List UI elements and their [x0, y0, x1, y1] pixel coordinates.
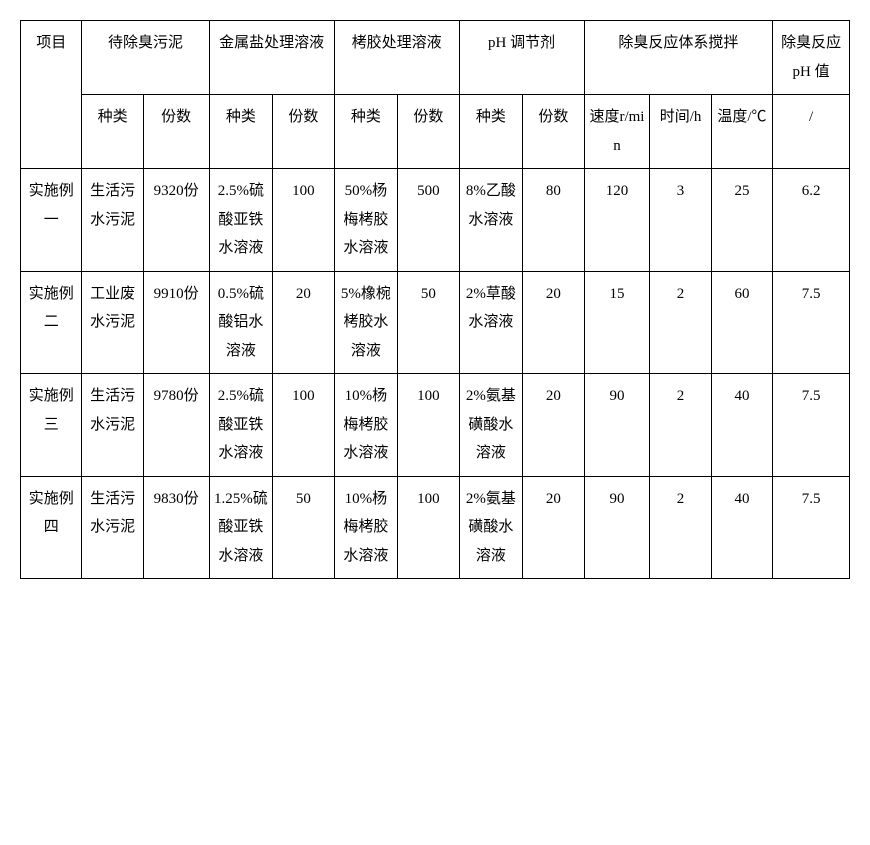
- sludge-parts: 9320份: [143, 169, 209, 272]
- time: 3: [650, 169, 711, 272]
- sludge-parts: 9910份: [143, 271, 209, 374]
- table-row: 实施例四生活污水污泥9830份1.25%硫酸亚铁水溶液5010%杨梅栲胶水溶液1…: [21, 476, 850, 579]
- ph-parts: 20: [523, 374, 584, 477]
- data-table: 项目 待除臭污泥 金属盐处理溶液 栲胶处理溶液 pH 调节剂 除臭反应体系搅拌 …: [20, 20, 850, 579]
- time: 2: [650, 476, 711, 579]
- ph-type: 8%乙酸水溶液: [459, 169, 523, 272]
- subheader-ph-parts: 份数: [523, 95, 584, 169]
- sludge-type: 生活污水污泥: [82, 374, 143, 477]
- subheader-sludge-parts: 份数: [143, 95, 209, 169]
- tannin-parts: 500: [398, 169, 459, 272]
- header-sludge: 待除臭污泥: [82, 21, 209, 95]
- sludge-type: 生活污水污泥: [82, 476, 143, 579]
- header-phreg: pH 调节剂: [459, 21, 584, 95]
- time: 2: [650, 271, 711, 374]
- metal-parts: 100: [273, 374, 334, 477]
- metal-parts: 50: [273, 476, 334, 579]
- subheader-phval-slash: /: [773, 95, 850, 169]
- header-metal: 金属盐处理溶液: [209, 21, 334, 95]
- speed: 90: [584, 476, 650, 579]
- speed: 90: [584, 374, 650, 477]
- temp: 40: [711, 476, 772, 579]
- subheader-metal-type: 种类: [209, 95, 273, 169]
- header-tannin: 栲胶处理溶液: [334, 21, 459, 95]
- subheader-tannin-parts: 份数: [398, 95, 459, 169]
- tannin-type: 5%橡椀栲胶水溶液: [334, 271, 398, 374]
- header-phval: 除臭反应 pH 值: [773, 21, 850, 95]
- row-name: 实施例四: [21, 476, 82, 579]
- row-name: 实施例一: [21, 169, 82, 272]
- subheader-metal-parts: 份数: [273, 95, 334, 169]
- subheader-tannin-type: 种类: [334, 95, 398, 169]
- metal-type: 2.5%硫酸亚铁水溶液: [209, 169, 273, 272]
- sludge-type: 工业废水污泥: [82, 271, 143, 374]
- tannin-type: 10%杨梅栲胶水溶液: [334, 374, 398, 477]
- ph-type: 2%氨基磺酸水溶液: [459, 476, 523, 579]
- temp: 60: [711, 271, 772, 374]
- ph-parts: 20: [523, 476, 584, 579]
- phval: 7.5: [773, 476, 850, 579]
- ph-type: 2%氨基磺酸水溶液: [459, 374, 523, 477]
- speed: 120: [584, 169, 650, 272]
- phval: 7.5: [773, 271, 850, 374]
- ph-parts: 20: [523, 271, 584, 374]
- row-name: 实施例三: [21, 374, 82, 477]
- metal-parts: 20: [273, 271, 334, 374]
- table-header: 项目 待除臭污泥 金属盐处理溶液 栲胶处理溶液 pH 调节剂 除臭反应体系搅拌 …: [21, 21, 850, 169]
- metal-type: 0.5%硫酸铝水溶液: [209, 271, 273, 374]
- tannin-parts: 50: [398, 271, 459, 374]
- sludge-type: 生活污水污泥: [82, 169, 143, 272]
- metal-type: 1.25%硫酸亚铁水溶液: [209, 476, 273, 579]
- subheader-temp: 温度/℃: [711, 95, 772, 169]
- subheader-speed: 速度r/min: [584, 95, 650, 169]
- temp: 40: [711, 374, 772, 477]
- metal-type: 2.5%硫酸亚铁水溶液: [209, 374, 273, 477]
- phval: 6.2: [773, 169, 850, 272]
- subheader-time: 时间/h: [650, 95, 711, 169]
- tannin-type: 10%杨梅栲胶水溶液: [334, 476, 398, 579]
- row-name: 实施例二: [21, 271, 82, 374]
- metal-parts: 100: [273, 169, 334, 272]
- ph-type: 2%草酸水溶液: [459, 271, 523, 374]
- time: 2: [650, 374, 711, 477]
- speed: 15: [584, 271, 650, 374]
- table-row: 实施例二工业废水污泥9910份0.5%硫酸铝水溶液205%橡椀栲胶水溶液502%…: [21, 271, 850, 374]
- table-body: 实施例一生活污水污泥9320份2.5%硫酸亚铁水溶液10050%杨梅栲胶水溶液5…: [21, 169, 850, 579]
- header-project: 项目: [21, 21, 82, 169]
- temp: 25: [711, 169, 772, 272]
- sludge-parts: 9830份: [143, 476, 209, 579]
- tannin-parts: 100: [398, 476, 459, 579]
- tannin-type: 50%杨梅栲胶水溶液: [334, 169, 398, 272]
- table-row: 实施例一生活污水污泥9320份2.5%硫酸亚铁水溶液10050%杨梅栲胶水溶液5…: [21, 169, 850, 272]
- table-row: 实施例三生活污水污泥9780份2.5%硫酸亚铁水溶液10010%杨梅栲胶水溶液1…: [21, 374, 850, 477]
- sludge-parts: 9780份: [143, 374, 209, 477]
- phval: 7.5: [773, 374, 850, 477]
- subheader-sludge-type: 种类: [82, 95, 143, 169]
- ph-parts: 80: [523, 169, 584, 272]
- subheader-ph-type: 种类: [459, 95, 523, 169]
- header-stir: 除臭反应体系搅拌: [584, 21, 773, 95]
- tannin-parts: 100: [398, 374, 459, 477]
